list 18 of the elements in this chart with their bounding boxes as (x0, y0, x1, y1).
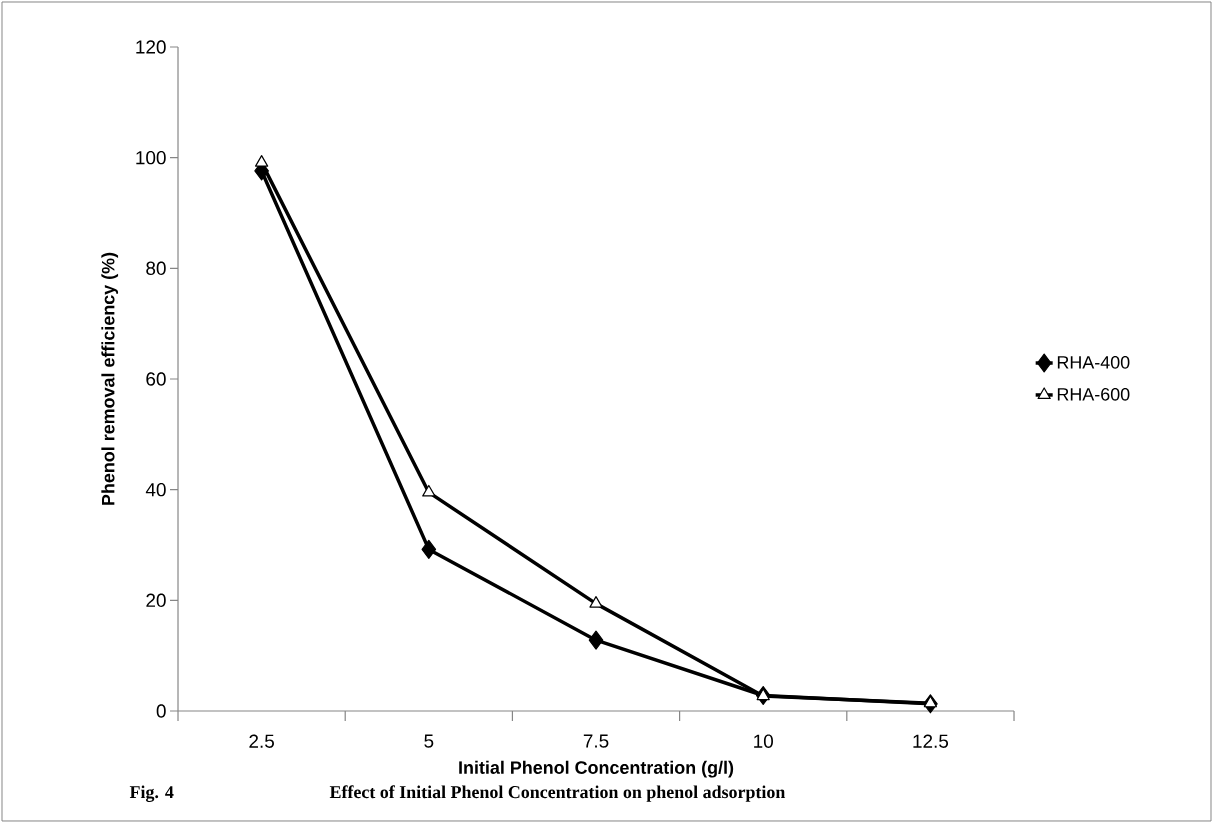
x-axis-title: Initial Phenol Concentration (g/l) (459, 760, 734, 778)
x-tick-label: 7.5 (583, 734, 609, 748)
x-tick-label: 12.5 (913, 734, 949, 748)
caption: Fig. 4 (129, 785, 174, 802)
y-axis-title: Phenol removal efficiency (%) (101, 252, 119, 505)
y-tick-label: 80 (146, 261, 166, 276)
x-tick-label: 10 (754, 734, 773, 748)
y-tick-label: 20 (146, 593, 166, 608)
legend-label: RHA-400 (1057, 355, 1130, 369)
y-tick-label: 40 (145, 482, 166, 497)
y-tick-label: 100 (136, 150, 166, 165)
x-tick-label: 2.5 (249, 734, 274, 748)
legend-label: RHA-600 (1057, 387, 1130, 401)
y-tick-label: 120 (136, 40, 166, 54)
y-tick-label: 60 (146, 372, 166, 386)
x-tick-label: 5 (424, 734, 434, 748)
text: Effect of Initial Phenol Concentration on phenol adsorption (329, 785, 786, 802)
y-tick-label: 0 (156, 704, 166, 718)
